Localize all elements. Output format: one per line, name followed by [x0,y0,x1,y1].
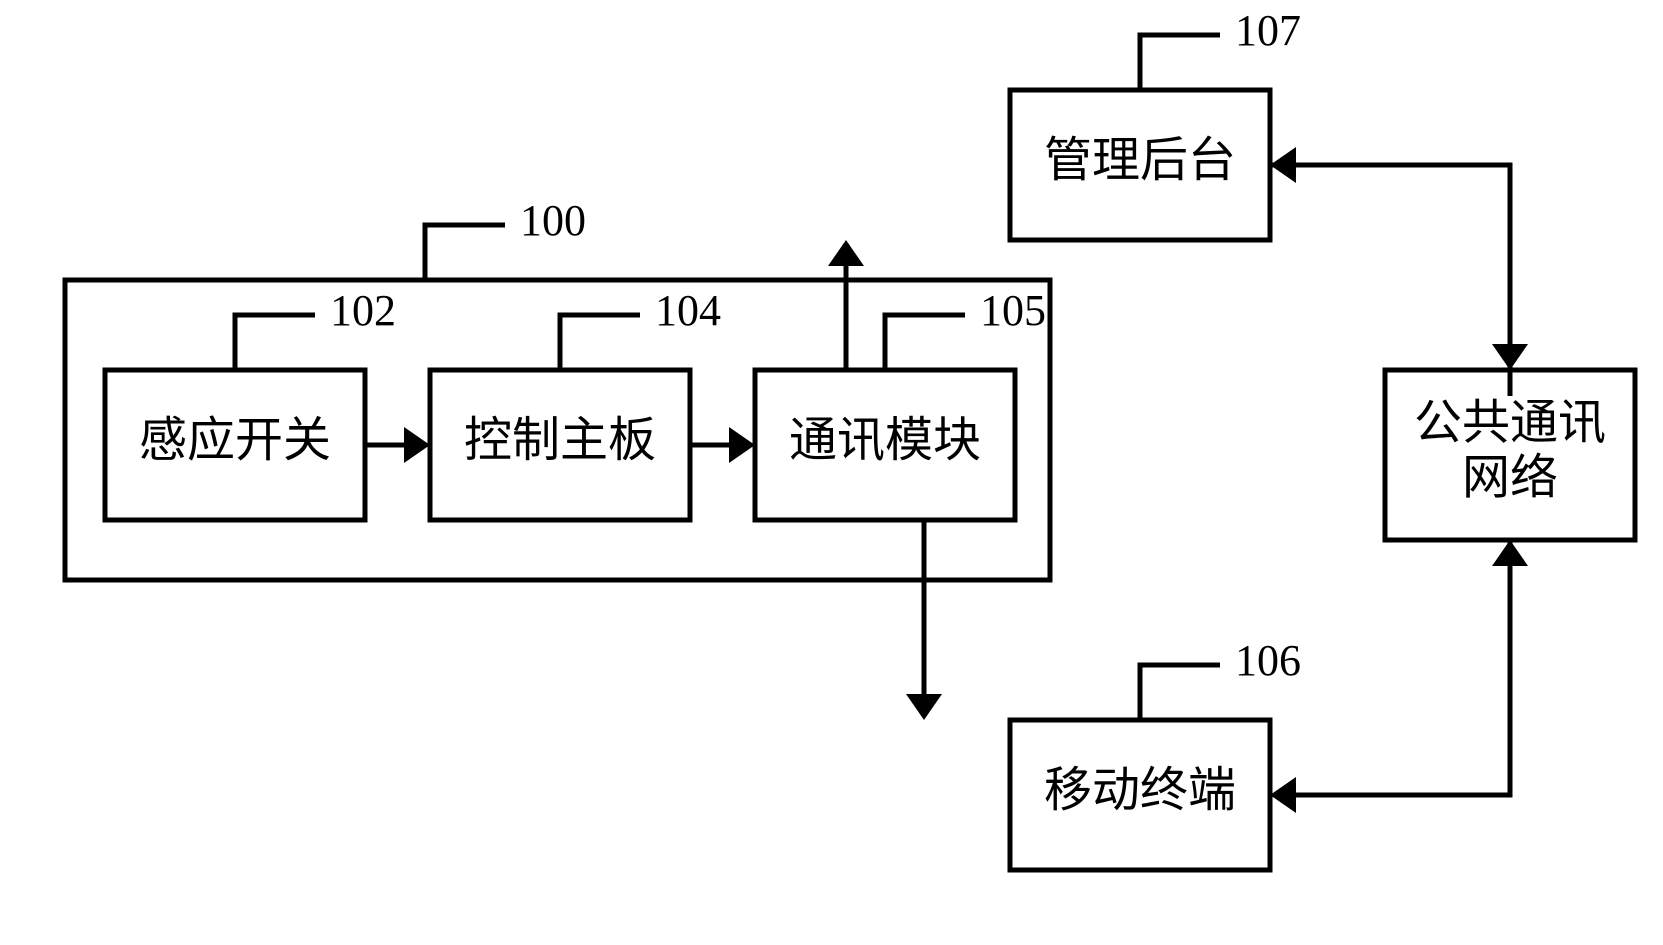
ref-leader-n106 [1140,665,1220,720]
ref-leader-n107 [1140,35,1220,90]
ref-label-100: 100 [520,196,586,245]
edge-107-npub [1270,165,1510,396]
node-label-n106: 移动终端 [1044,764,1236,817]
ref-label-n105: 105 [980,286,1046,335]
arrowhead [1270,777,1296,813]
node-label-n107: 管理后台 [1044,134,1236,187]
arrowhead [1270,147,1296,183]
ref-label-n106: 106 [1235,636,1301,685]
ref-label-n107: 107 [1235,6,1301,55]
ref-leader-100 [425,225,505,280]
edge-npub-106 [1296,540,1510,795]
node-label-n104: 控制主板 [464,414,656,467]
ref-label-n102: 102 [330,286,396,335]
arrowhead [906,694,942,720]
ref-label-n104: 104 [655,286,721,335]
node-label-n102: 感应开关 [139,414,331,467]
arrowhead [1492,344,1528,370]
node-label-n105: 通讯模块 [789,414,981,467]
arrowhead [828,240,864,266]
arrowhead [1492,540,1528,566]
